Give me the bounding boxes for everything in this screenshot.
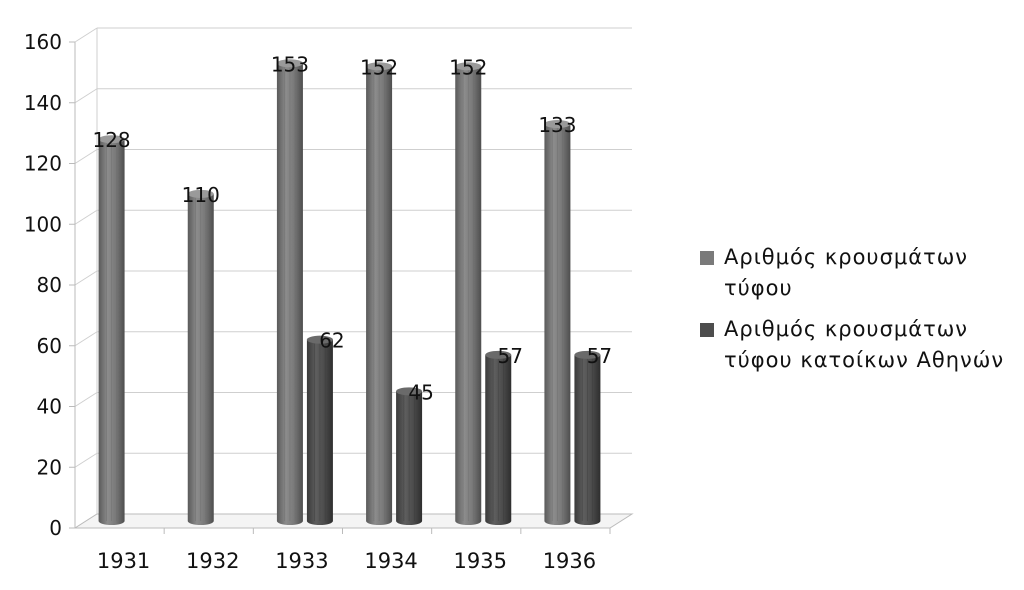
legend-swatch-series-1 — [700, 251, 714, 265]
gridline-depth-60 — [74, 331, 98, 347]
y-tick-label: 60 — [37, 334, 62, 358]
bar-top-series-2 — [485, 350, 512, 359]
y-tick-label: 160 — [24, 30, 62, 54]
gridline-depth-40 — [74, 392, 98, 407]
data-label-series-1: 152 — [360, 55, 398, 79]
gridline-depth-140 — [74, 88, 98, 104]
bar-top-series-1 — [276, 59, 303, 68]
data-label-series-1: 153 — [271, 52, 309, 76]
legend-item-series-2: Αριθμός κρουσμάτων τύφου κατοίκων Αθηνών — [700, 314, 1020, 376]
y-tick-label: 120 — [24, 152, 62, 176]
data-label-series-2: 45 — [408, 380, 433, 404]
bar-top-series-1 — [366, 62, 393, 71]
bar-top-series-2 — [306, 335, 333, 344]
bar-top-series-1 — [455, 62, 482, 71]
gridline-depth-100 — [74, 209, 98, 225]
y-tick-label: 80 — [37, 273, 62, 297]
data-label-series-1: 110 — [182, 183, 220, 207]
data-label-series-1: 133 — [538, 113, 576, 137]
data-label-series-1: 152 — [449, 55, 487, 79]
gridline-depth-160 — [74, 27, 98, 43]
y-tick-label: 0 — [49, 516, 62, 540]
x-tick-label: 1932 — [186, 549, 239, 573]
y-tick-label: 20 — [37, 455, 62, 479]
gridline-depth-80 — [74, 270, 98, 286]
gridline-depth-120 — [74, 149, 98, 164]
legend-swatch-series-2 — [700, 323, 714, 337]
data-label-series-2: 57 — [587, 344, 612, 368]
legend-label-series-1: Αριθμός κρουσμάτων τύφου — [724, 245, 969, 300]
legend-label-series-2: Αριθμός κρουσμάτων τύφου κατοίκων Αθηνών — [724, 317, 1005, 372]
data-label-series-2: 57 — [498, 344, 523, 368]
x-tick-label: 1933 — [275, 549, 328, 573]
bar-top-series-2 — [574, 350, 601, 359]
y-tick-label: 100 — [24, 212, 62, 236]
bar-top-series-2 — [396, 387, 423, 396]
gridline-depth-20 — [74, 452, 98, 468]
y-tick-label: 140 — [24, 91, 62, 115]
bar-top-series-1 — [98, 135, 125, 144]
x-tick-label: 1936 — [543, 549, 596, 573]
data-label-series-1: 128 — [92, 128, 130, 152]
x-tick-label: 1934 — [364, 549, 417, 573]
legend: Αριθμός κρουσμάτων τύφου Αριθμός κρουσμά… — [700, 242, 1020, 386]
bar-top-series-1 — [187, 189, 214, 198]
data-label-series-2: 62 — [319, 329, 344, 353]
x-tick-label: 1931 — [97, 549, 150, 573]
y-tick-label: 40 — [37, 395, 62, 419]
bar-top-series-1 — [544, 120, 571, 129]
legend-item-series-1: Αριθμός κρουσμάτων τύφου — [700, 242, 1020, 304]
x-tick-label: 1935 — [454, 549, 507, 573]
